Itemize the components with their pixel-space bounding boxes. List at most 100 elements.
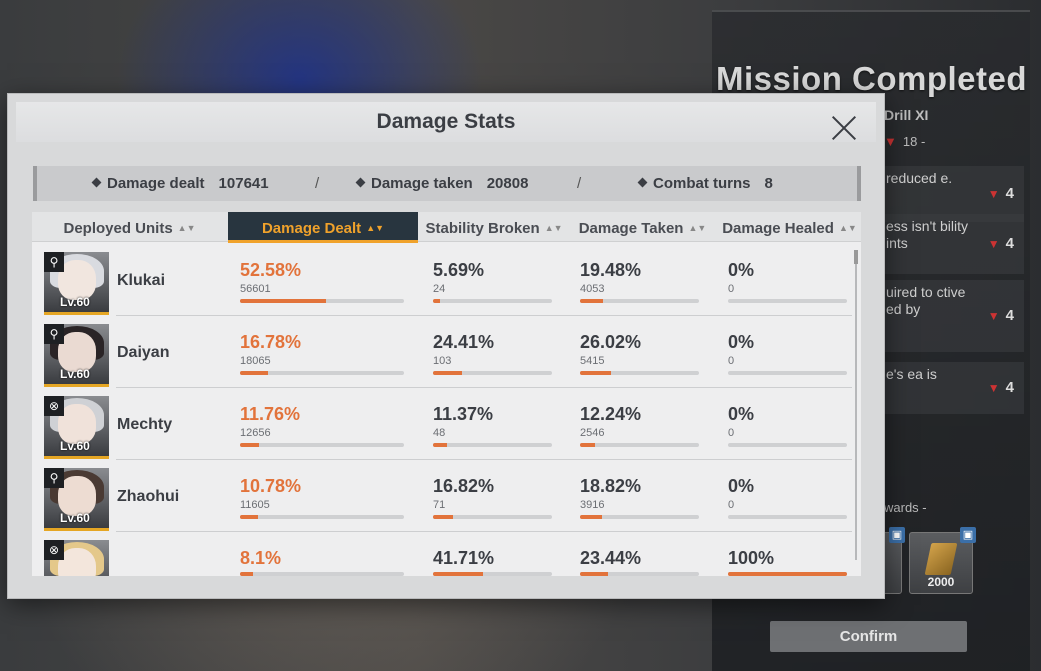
- summary-damage-taken: Damage taken 20808: [355, 175, 528, 192]
- table-scrollbar[interactable]: [854, 250, 858, 560]
- damage-taken-cell: 23.44%: [580, 548, 699, 576]
- sniper-class-icon: ⚲: [44, 324, 64, 344]
- stability-broken-cell: 41.71%: [433, 548, 552, 576]
- row-divider: [116, 387, 852, 388]
- percentage-value: 26.02%: [580, 332, 642, 352]
- progress-fill: [433, 371, 463, 375]
- row-divider: [116, 531, 852, 532]
- progress-bar: [580, 299, 699, 303]
- stability-broken-cell: 11.37% 48: [433, 404, 552, 447]
- damage-stats-modal: Damage Stats Damage dealt 107641 / Damage…: [7, 93, 885, 599]
- scrollbar-thumb[interactable]: [854, 250, 858, 264]
- percentage-value: 11.76%: [240, 404, 301, 424]
- raw-value: 3916: [580, 499, 605, 511]
- progress-bar: [240, 299, 404, 303]
- unit-level: Lv.60: [60, 439, 90, 453]
- table-header: Deployed Units ▲▼ Damage Dealt ▲▼ Stabilit…: [32, 212, 861, 243]
- modal-title: Damage Stats: [376, 110, 516, 133]
- row-divider: [116, 459, 852, 460]
- column-damage-healed[interactable]: Damage Healed ▲▼: [722, 220, 857, 237]
- close-icon[interactable]: [830, 114, 858, 142]
- column-stability-broken[interactable]: Stability Broken ▲▼: [425, 220, 563, 237]
- sort-icon: ▲▼: [544, 223, 563, 233]
- progress-bar: [728, 371, 847, 375]
- confirm-button[interactable]: Confirm: [770, 621, 967, 652]
- diamond-icon: [91, 177, 102, 188]
- progress-bar: [580, 572, 699, 576]
- star-marker-icon: ▼: [987, 309, 1000, 323]
- damage-taken-cell: 26.02% 5415: [580, 332, 699, 375]
- progress-fill: [580, 443, 595, 447]
- sniper-class-icon: ⚲: [44, 468, 64, 488]
- raw-value: 48: [433, 427, 446, 439]
- unit-name: Klukai: [117, 272, 166, 289]
- progress-bar: [240, 443, 404, 447]
- raw-value: 0: [728, 499, 735, 511]
- mission-subtitle: Drill XI: [884, 107, 929, 123]
- damage-taken-cell: 19.48% 4053: [580, 260, 699, 303]
- percentage-value: 0%: [728, 404, 755, 424]
- difficulty-icon: ▼: [884, 134, 897, 149]
- gold-bar-icon: [924, 543, 958, 575]
- percentage-value: 23.44%: [580, 548, 642, 568]
- gift-icon: ▣: [960, 527, 976, 543]
- column-deployed-units[interactable]: Deployed Units ▲▼: [63, 220, 196, 237]
- diamond-icon: [637, 177, 648, 188]
- progress-fill: [240, 371, 268, 375]
- progress-bar: [728, 515, 847, 519]
- progress-bar: [728, 299, 847, 303]
- rewards-label: wards -: [884, 500, 927, 515]
- progress-bar: [240, 371, 404, 375]
- percentage-value: 16.78%: [240, 332, 302, 352]
- progress-fill: [580, 299, 604, 303]
- column-damage-taken[interactable]: Damage Taken ▲▼: [578, 220, 707, 237]
- raw-value: 12656: [240, 427, 271, 439]
- raw-value: 0: [728, 355, 735, 367]
- diamond-icon: [355, 177, 366, 188]
- percentage-value: 41.71%: [433, 548, 495, 568]
- unit-level: Lv.60: [60, 295, 90, 309]
- progress-bar: [580, 371, 699, 375]
- support-class-icon: ⊗: [44, 540, 64, 560]
- percentage-value: 10.78%: [240, 476, 302, 496]
- progress-fill: [580, 371, 611, 375]
- raw-value: 56601: [240, 283, 271, 295]
- progress-fill: [580, 515, 603, 519]
- progress-bar: [433, 371, 552, 375]
- unit-portrait: ⚲ Lv.60: [44, 252, 109, 315]
- column-damage-dealt[interactable]: Damage Dealt ▲▼: [228, 212, 418, 243]
- unit-level: Lv.60: [60, 511, 90, 525]
- progress-bar: [728, 572, 847, 576]
- raw-value: 11605: [240, 499, 270, 511]
- damage-healed-cell: 0% 0: [728, 476, 847, 519]
- progress-bar: [433, 299, 552, 303]
- progress-fill: [240, 572, 254, 576]
- raw-value: 4053: [580, 283, 605, 295]
- reward-item[interactable]: ▣ 2000: [909, 527, 976, 594]
- summary-separator: /: [315, 175, 320, 192]
- raw-value: 5415: [580, 355, 605, 367]
- gift-icon: ▣: [889, 527, 905, 543]
- raw-value: 71: [433, 499, 446, 511]
- unit-portrait: ⊗Lv.60: [44, 540, 109, 576]
- support-class-icon: ⊗: [44, 396, 64, 416]
- star-marker-icon: ▼: [987, 187, 1000, 201]
- damage-dealt-cell: 11.76% 12656: [240, 404, 404, 447]
- percentage-value: 100%: [728, 548, 775, 568]
- table-row: ⊗ Lv.60 Mechty 11.76% 12656 11.37% 48 12.24% 254…: [32, 388, 852, 460]
- unit-portrait: ⊗ Lv.60: [44, 396, 109, 459]
- raw-value: 24: [433, 283, 446, 295]
- damage-stats-table: Deployed Units ▲▼ Damage Dealt ▲▼ Stabilit…: [32, 212, 861, 576]
- percentage-value: 19.48%: [580, 260, 642, 280]
- progress-bar: [580, 515, 699, 519]
- percentage-value: 12.24%: [580, 404, 642, 424]
- mission-title: Mission Completed: [716, 60, 1028, 97]
- progress-bar: [433, 443, 552, 447]
- progress-fill: [728, 572, 847, 576]
- raw-value: 18065: [240, 355, 271, 367]
- sort-icon: ▲▼: [177, 223, 196, 233]
- unit-name: Daiyan: [117, 344, 170, 361]
- stability-broken-cell: 16.82% 71: [433, 476, 552, 519]
- damage-healed-cell: 0% 0: [728, 260, 847, 303]
- progress-fill: [433, 443, 447, 447]
